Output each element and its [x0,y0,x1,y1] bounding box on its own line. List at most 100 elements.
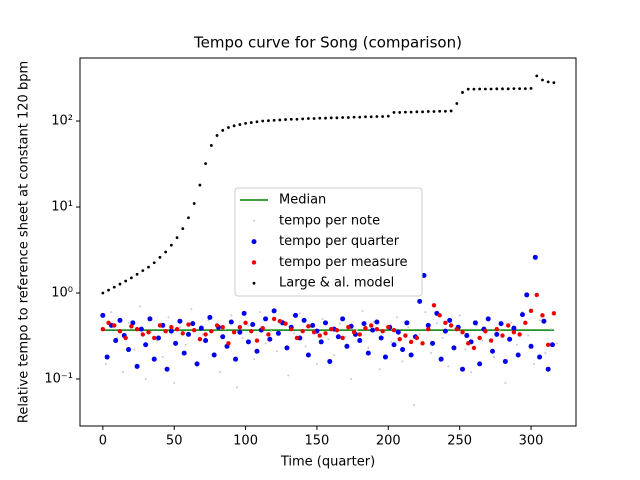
point [209,144,213,147]
point [134,363,140,369]
point [106,320,111,326]
point [169,325,174,330]
point [152,261,156,265]
point [261,119,265,123]
point [492,356,495,359]
point [528,308,534,314]
y-tick-label: 10⁰ [51,286,73,301]
point [344,343,350,349]
point [258,311,261,314]
point [545,366,551,372]
point [117,328,123,334]
point [187,216,190,220]
point [420,341,425,346]
point [243,320,248,326]
point [538,319,541,322]
point [392,111,396,114]
point [178,326,181,329]
legend-label: tempo per quarter [279,234,400,249]
point [181,227,185,231]
point [506,323,511,328]
point [506,87,510,91]
point [241,336,244,339]
point [177,318,183,324]
legend-label: Median [279,193,326,208]
point [537,354,543,360]
point [305,352,311,358]
point [532,362,535,365]
point [231,330,237,335]
point [211,352,217,358]
point [238,123,242,126]
point [218,371,221,374]
point [460,330,465,335]
point [488,338,494,343]
point [438,109,442,113]
point [317,333,322,338]
point [191,327,197,333]
x-tick-label: 150 [305,434,330,449]
point [534,292,539,298]
point [395,316,398,319]
axes-frame [79,57,577,427]
point [121,371,124,374]
x-axis-label: Time (quarter) [280,455,375,470]
point [430,352,433,355]
point [277,319,283,324]
point [194,361,200,367]
point [346,116,350,119]
point [310,322,316,328]
legend-box [234,187,423,297]
point [254,348,260,354]
point [244,121,247,125]
point [458,314,461,317]
point [104,354,110,360]
point [318,116,322,120]
point [215,134,219,137]
point [126,347,132,353]
point [293,332,296,335]
point [130,320,136,326]
point [483,328,488,334]
point [424,311,427,314]
point [365,350,371,356]
point [323,320,329,326]
point [352,115,356,119]
point [247,324,250,327]
point [425,322,431,328]
point [511,330,517,335]
x-tick-label: 200 [376,434,401,449]
point [249,121,253,124]
plot-area [100,74,558,406]
point [267,336,273,342]
point [361,321,367,327]
point [152,335,157,341]
point [519,312,525,318]
point [361,309,364,312]
point [133,348,136,351]
point [364,115,367,119]
point [204,162,208,165]
point [386,325,391,330]
point [124,279,128,283]
point [113,338,119,344]
point [185,331,191,337]
point [501,87,504,91]
point [201,333,204,336]
point [357,338,363,344]
point [472,87,476,91]
point [264,342,267,345]
point [552,81,556,84]
point [464,348,467,351]
point [545,342,551,347]
point [478,87,482,91]
point [555,342,558,345]
point [523,87,527,91]
x-tick-label: 250 [447,434,472,449]
point [197,337,203,342]
point [528,343,534,349]
point [335,334,341,340]
point [351,330,357,335]
point [374,326,380,332]
point [175,236,179,240]
